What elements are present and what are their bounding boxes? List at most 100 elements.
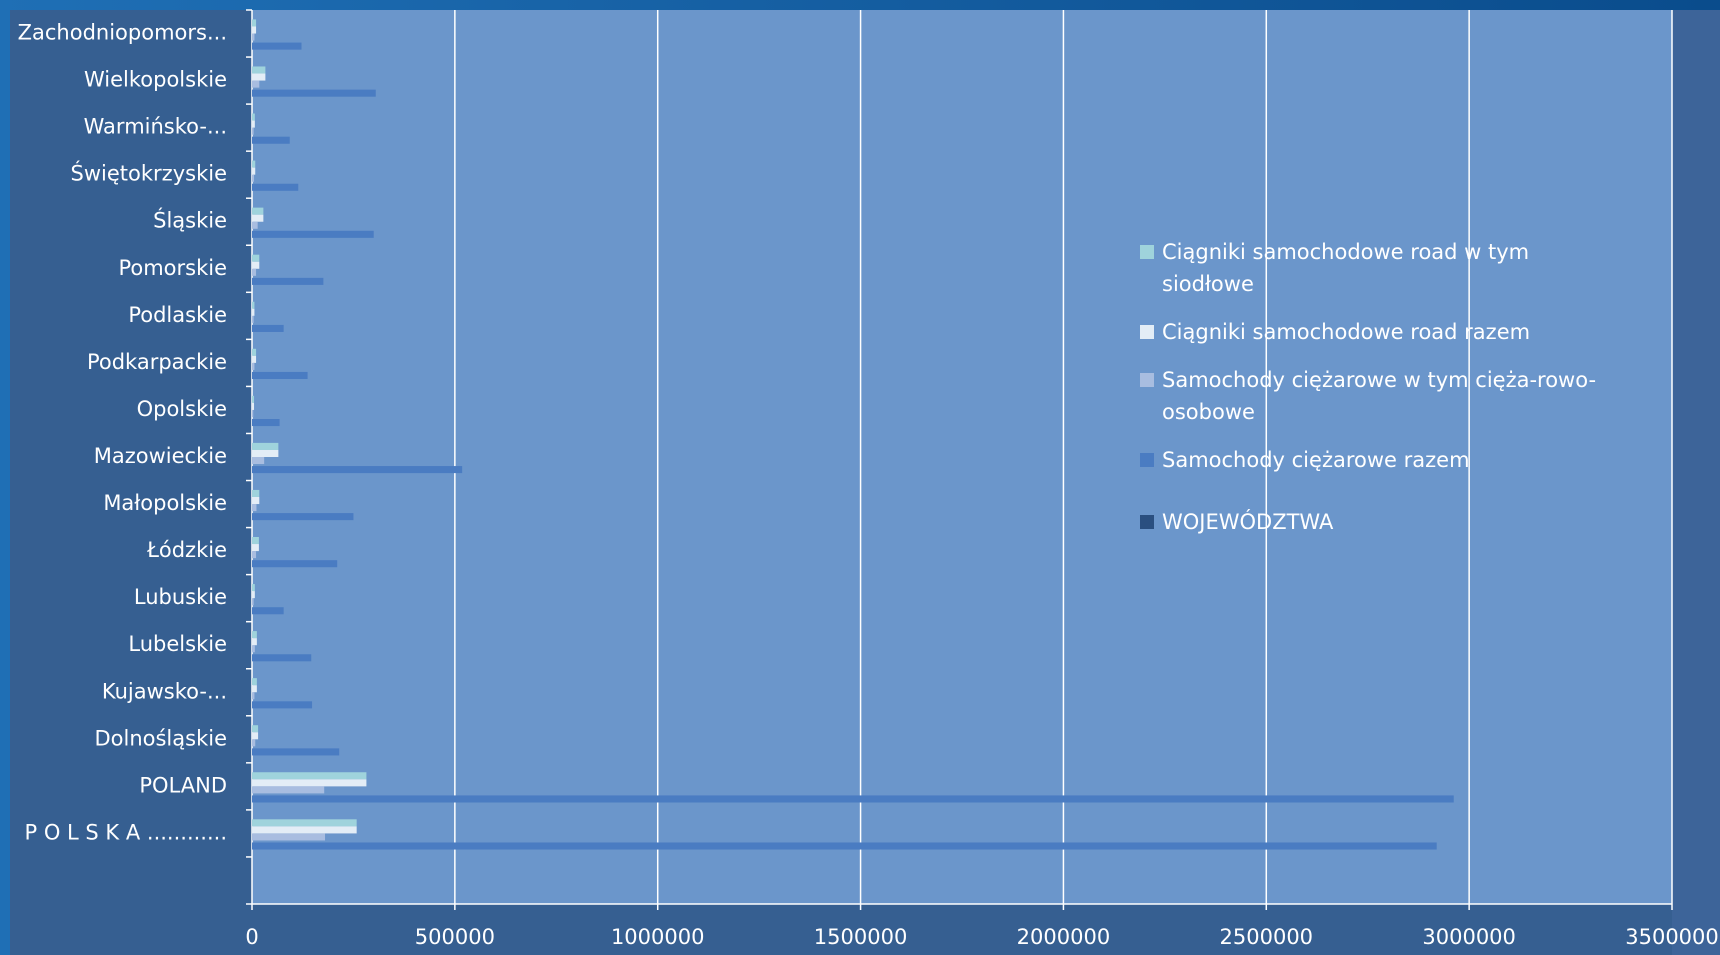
bar: [252, 167, 256, 175]
bar: [252, 560, 338, 568]
bar: [252, 261, 260, 269]
legend-item: Samochody ciężarowe razem: [1140, 444, 1700, 476]
legend-label: Samochody ciężarowe razem: [1162, 448, 1470, 472]
bar: [252, 19, 257, 27]
bar: [252, 536, 259, 545]
bar: [252, 772, 367, 780]
y-tick-label: Opolskie: [137, 397, 227, 421]
bar: [252, 598, 254, 606]
bar: [252, 504, 257, 512]
bar: [252, 779, 367, 787]
x-tick-label: 0: [245, 925, 258, 949]
y-tick-label: Świętokrzyskie: [71, 161, 227, 186]
bar: [252, 277, 324, 285]
bar: [252, 819, 357, 827]
x-tick-label: 500000: [415, 925, 495, 949]
legend-label: Ciągniki samochodowe road razem: [1162, 320, 1531, 344]
bar: [252, 127, 254, 135]
bar: [252, 513, 354, 521]
legend-label: Samochody ciężarowe w tym cięża-rowo-oso…: [1162, 368, 1597, 424]
left-band: [0, 0, 10, 955]
bar: [252, 315, 254, 323]
x-tick-label: 1000000: [611, 925, 705, 949]
bar: [252, 183, 299, 191]
bar: [252, 607, 284, 615]
legend-swatch: [1140, 373, 1154, 387]
legend: Ciągniki samochodowe road w tym siodłowe…: [1140, 236, 1700, 554]
bar: [252, 496, 260, 505]
bar: [252, 654, 312, 662]
bar: [252, 42, 302, 50]
bar: [252, 678, 257, 686]
y-tick-label: Dolnośląskie: [94, 726, 227, 750]
bar: [252, 725, 259, 733]
bar: [252, 638, 257, 646]
bar: [252, 645, 255, 653]
y-tick-label: Małopolskie: [103, 491, 227, 515]
bar: [252, 692, 255, 700]
bar: [252, 207, 264, 215]
legend-item: Samochody ciężarowe w tym cięża-rowo-oso…: [1140, 364, 1700, 428]
bar: [252, 833, 326, 841]
y-tick-label: Mazowieckie: [94, 444, 227, 468]
bar: [252, 371, 308, 380]
bar: [252, 466, 463, 474]
bar: [252, 120, 255, 128]
bar: [252, 160, 256, 168]
bar: [252, 230, 374, 238]
legend-swatch: [1140, 325, 1154, 339]
bar: [252, 419, 280, 427]
top-band: [0, 0, 1720, 10]
bar: [252, 268, 257, 276]
bar: [252, 842, 1437, 850]
right-panel: [1672, 10, 1720, 955]
bar: [252, 409, 254, 418]
bar: [252, 442, 279, 450]
bar: [252, 584, 255, 592]
bar: [252, 73, 266, 81]
legend-label: WOJEWÓDZTWA: [1162, 510, 1334, 534]
bar: [252, 136, 290, 144]
x-tick-label: 3500000: [1625, 925, 1719, 949]
y-tick-label: Łódzkie: [146, 538, 227, 562]
bar: [252, 395, 255, 403]
bar: [252, 402, 255, 410]
x-tick-label: 2000000: [1017, 925, 1111, 949]
bar: [252, 786, 325, 794]
bar: [252, 685, 257, 693]
y-tick-label: Podkarpackie: [87, 350, 227, 374]
y-tick-label: Zachodniopomors...: [18, 21, 227, 45]
bar: [252, 489, 260, 497]
bar: [252, 221, 258, 229]
bar: [252, 254, 260, 262]
y-tick-label: Lubuskie: [134, 585, 227, 609]
y-tick-label: Kujawsko-...: [102, 679, 227, 703]
legend-swatch: [1140, 453, 1154, 467]
legend-label: Ciągniki samochodowe road w tym siodłowe: [1162, 240, 1530, 296]
y-tick-label: POLAND: [139, 773, 227, 797]
bar: [252, 308, 255, 316]
x-tick-label: 3000000: [1422, 925, 1516, 949]
bar: [252, 26, 257, 34]
bar: [252, 551, 257, 559]
legend-swatch: [1140, 515, 1154, 529]
y-tick-label: P O L S K A ............: [24, 820, 227, 844]
bar: [252, 544, 259, 552]
x-tick-label: 1500000: [814, 925, 908, 949]
bar: [252, 324, 284, 332]
legend-item: Ciągniki samochodowe road w tym siodłowe: [1140, 236, 1700, 300]
y-tick-label: Lubelskie: [128, 632, 227, 656]
bar: [252, 795, 1454, 803]
bar: [252, 66, 266, 74]
bar: [252, 174, 255, 182]
bar: [252, 355, 257, 363]
bar: [252, 80, 260, 88]
legend-item: WOJEWÓDZTWA: [1140, 506, 1700, 538]
bar: [252, 701, 313, 709]
y-tick-label: Śląskie: [153, 208, 227, 233]
bar: [252, 449, 279, 457]
y-tick-label: Podlaskie: [128, 303, 227, 327]
legend-swatch: [1140, 245, 1154, 259]
bar: [252, 591, 255, 599]
